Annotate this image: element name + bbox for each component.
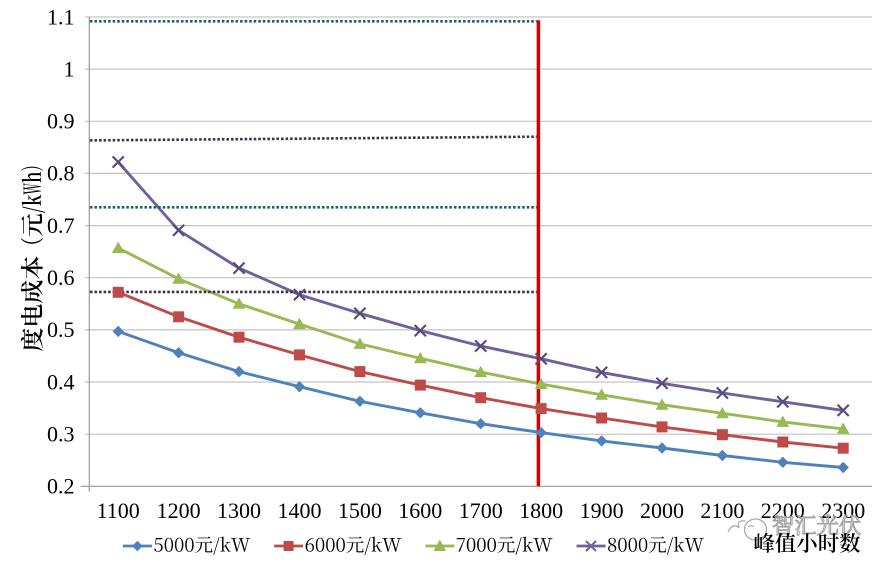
svg-text:1700: 1700 [459, 498, 503, 523]
svg-text:2200: 2200 [761, 498, 805, 523]
svg-text:1400: 1400 [278, 498, 322, 523]
svg-text:0.9: 0.9 [47, 109, 75, 134]
svg-text:1.1: 1.1 [47, 4, 75, 29]
svg-text:1200: 1200 [157, 498, 201, 523]
svg-text:0.3: 0.3 [47, 422, 75, 447]
svg-text:2000: 2000 [640, 498, 684, 523]
svg-text:1900: 1900 [580, 498, 624, 523]
svg-text:2100: 2100 [700, 498, 744, 523]
svg-text:0.8: 0.8 [47, 161, 75, 186]
svg-text:1: 1 [64, 56, 75, 81]
svg-text:0.2: 0.2 [47, 474, 75, 499]
svg-text:1300: 1300 [217, 498, 261, 523]
svg-text:0.6: 0.6 [47, 265, 75, 290]
svg-text:0.5: 0.5 [47, 317, 75, 342]
svg-text:0.4: 0.4 [47, 369, 75, 394]
svg-text:1100: 1100 [97, 498, 140, 523]
svg-text:1500: 1500 [338, 498, 382, 523]
svg-text:0.7: 0.7 [47, 213, 75, 238]
svg-text:1600: 1600 [398, 498, 442, 523]
svg-text:1800: 1800 [519, 498, 563, 523]
